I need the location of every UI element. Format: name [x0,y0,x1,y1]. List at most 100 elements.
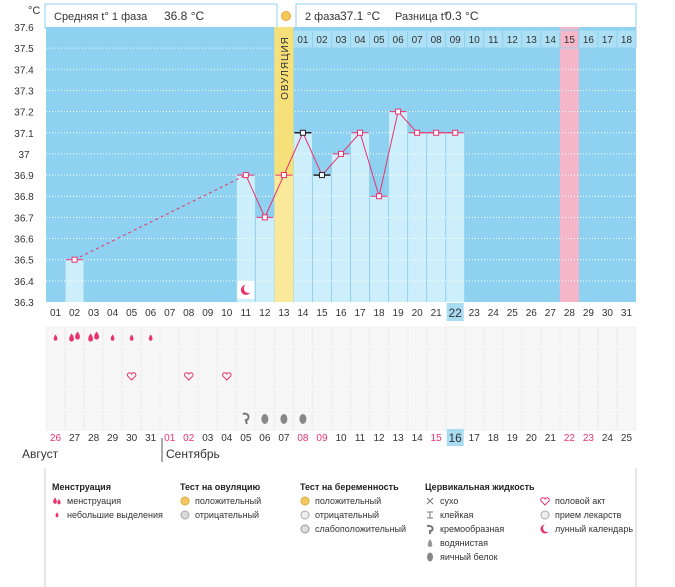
cycle-day-label: 10 [221,308,233,319]
symptom-cell [521,410,541,431]
cycle-day-label-today: 22 [449,306,463,320]
phase2-day-label: 04 [354,35,366,46]
phase1-value: 36.8 °C [164,9,204,23]
cycle-day-label: 08 [183,308,195,319]
date-label: 04 [221,433,233,444]
symptom-cell [217,368,237,389]
menstruation-heavy-icon [88,333,93,342]
symptom-cell [198,389,218,410]
temperature-point [357,129,364,136]
phase2-day-label: 18 [621,35,633,46]
symptom-cell [502,368,522,389]
cycle-day-label: 04 [107,308,119,319]
symptom-cell [255,326,275,347]
cycle-day-label: 03 [88,308,100,319]
symptom-cell [84,368,104,389]
y-tick-label: 37.6 [14,23,34,34]
highlight-day-column [559,27,579,302]
phase2-day-label: 11 [488,35,499,46]
symptom-cell [445,389,465,410]
date-label: 31 [145,433,157,444]
symptom-cell [65,410,85,431]
legend-item-label: менструация [67,496,121,506]
y-tick-label: 36.4 [14,277,34,288]
symptom-cell [559,389,579,410]
symptom-cell [369,326,389,347]
phase2-day-label: 15 [564,35,576,46]
sticky-icon [427,511,433,519]
symptom-cell [103,389,123,410]
symptom-cell [502,347,522,368]
date-label: 07 [278,433,290,444]
symptom-cell [616,368,636,389]
symptom-cell [236,326,256,347]
symptom-cell [198,326,218,347]
cycle-day-label: 31 [621,308,633,319]
symptom-cell [255,368,275,389]
symptom-cell [179,368,199,389]
heart-icon [184,372,194,381]
symptom-cell [255,389,275,410]
menstruation-light-icon [53,334,58,341]
temperature-points [71,108,459,299]
menstruation-heavy-icon [69,333,74,342]
legend-group-title: Тест на беременность [300,482,399,492]
legend-item-label: положительный [315,496,381,506]
date-label: 05 [240,433,252,444]
symptom-cell [407,347,427,368]
phase2-day-label: 10 [469,35,481,46]
cycle-day-label: 13 [278,308,290,319]
today-box [446,303,464,321]
date-label: 14 [412,433,424,444]
symptom-cell [84,347,104,368]
date-label: 08 [297,433,309,444]
symptom-cell [160,389,180,410]
symptom-cell [84,389,104,410]
symptom-cell [559,368,579,389]
symptom-cell [597,326,617,347]
temperature-point [414,129,421,136]
date-label: 17 [469,433,481,444]
symptom-cell [464,410,484,431]
test-negative-icon [180,510,190,520]
date-label: 25 [621,433,633,444]
drop-heavy-icon [53,497,57,504]
symptom-cell [84,326,104,347]
ovulation-sun-icon [281,11,291,21]
header-bar: Средняя t° 1 фаза 36.8 °C 2 фаза 37.1 °C… [44,3,637,29]
symptom-cell [312,347,332,368]
today-date-box [446,429,464,446]
symptom-cell [65,368,85,389]
phase2-day-label: 14 [545,35,557,46]
symptom-cell [464,389,484,410]
cycle-day-label: 18 [374,308,386,319]
symptom-cell [388,368,408,389]
symptom-cell [312,326,332,347]
y-tick-label: 36.3 [14,298,34,309]
month-labels: Август Сентябрь [22,438,220,462]
y-tick-label: 36.9 [14,171,34,182]
symptom-cell [426,368,446,389]
symptom-cell [483,347,503,368]
y-axis: 37.6 37.5 37.4 37.3 37.2 37.1 37 36.9 36.8 36.7 36… [14,23,34,309]
date-label: 27 [69,433,81,444]
legend: Менструация менструация небольшие выделени… [52,482,633,562]
symptom-cell [521,389,541,410]
symptom-cell [369,410,389,431]
legend-group-title: Тест на овуляцию [180,482,261,492]
date-label: 22 [564,433,576,444]
cycle-day-label: 01 [50,308,62,319]
y-tick-label: 37.2 [14,108,34,119]
temp-column-bar [370,196,389,302]
symptom-cell [312,389,332,410]
symptom-cell [559,410,579,431]
phase2-day-label: 08 [431,35,443,46]
symptom-cell [122,347,142,368]
cycle-day-label: 15 [316,308,328,319]
phase2-day-label: 09 [450,35,462,46]
date-label: 01 [164,433,176,444]
phase2-day-label: 17 [602,35,614,46]
symptom-cell [179,410,199,431]
symptom-cell [502,410,522,431]
symptom-cell [46,368,66,389]
